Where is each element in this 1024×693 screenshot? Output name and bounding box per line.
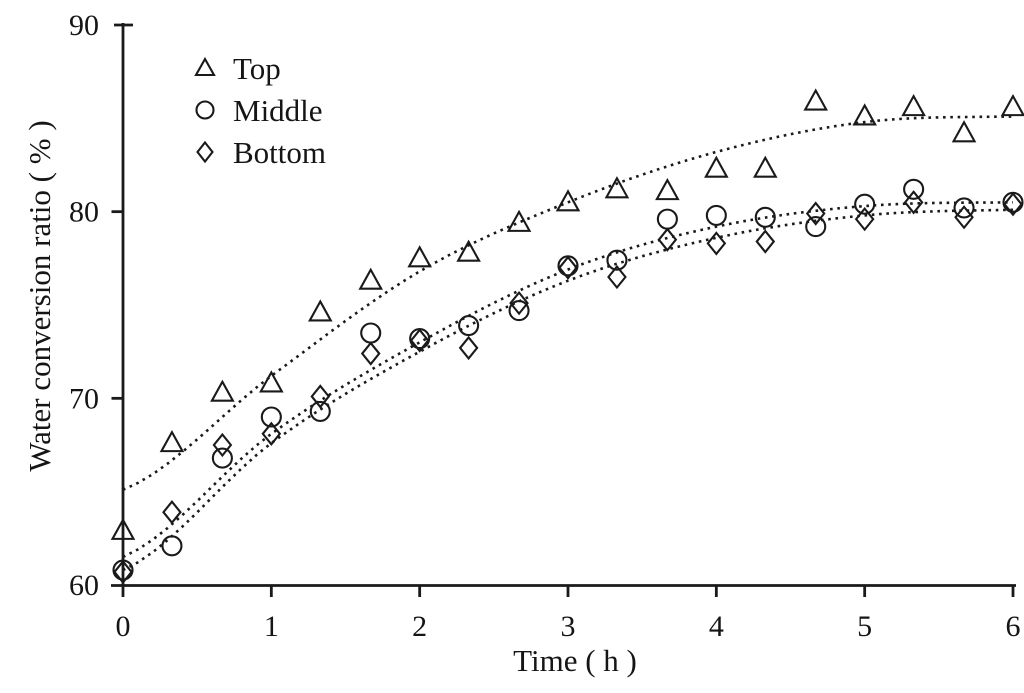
- data-point-top-triangle-icon: [407, 245, 432, 268]
- x-tick-label: 3: [561, 610, 576, 643]
- data-point-bottom-diamond-icon: [310, 384, 331, 409]
- x-tick-label: 1: [264, 610, 279, 643]
- data-point-bottom-diamond-icon: [509, 290, 529, 316]
- x-tick-label: 6: [1006, 610, 1021, 643]
- legend-middle-circle-icon: [195, 100, 215, 120]
- data-point-middle-circle-icon: [953, 197, 975, 219]
- trend-line-top: [122, 115, 1014, 491]
- trend-layer: [122, 115, 1014, 572]
- data-point-middle-circle-icon: [508, 300, 530, 322]
- data-point-top-triangle-icon: [901, 93, 926, 117]
- y-axis-title: Water conversion ratio ( % ): [22, 120, 57, 472]
- data-point-bottom-diamond-icon: [212, 432, 233, 458]
- data-point-top-triangle-icon: [210, 379, 235, 402]
- data-point-bottom-diamond-icon: [607, 264, 627, 290]
- x-axis-title: Time ( h ): [513, 643, 637, 678]
- x-tick-label: 4: [709, 610, 724, 643]
- y-tick-label: 60: [69, 569, 99, 602]
- data-point-middle-circle-icon: [360, 322, 382, 344]
- data-point-top-triangle-icon: [1000, 93, 1024, 117]
- data-point-middle-circle-icon: [161, 535, 183, 557]
- y-tick-label: 80: [69, 196, 99, 229]
- data-point-bottom-diamond-icon: [558, 255, 578, 280]
- x-tick-label: 5: [857, 610, 872, 643]
- data-point-bottom-diamond-icon: [954, 205, 974, 230]
- y-tick-label: 70: [69, 382, 99, 415]
- data-point-middle-circle-icon: [606, 249, 628, 271]
- data-point-top-triangle-icon: [655, 177, 680, 201]
- data-point-middle-circle-icon: [903, 178, 925, 200]
- marker-layer: [110, 88, 1024, 585]
- data-point-top-triangle-icon: [308, 299, 333, 322]
- data-point-middle-circle-icon: [854, 193, 876, 215]
- data-point-bottom-diamond-icon: [903, 190, 924, 215]
- data-point-top-triangle-icon: [358, 267, 383, 290]
- data-point-bottom-diamond-icon: [706, 231, 727, 256]
- data-point-bottom-diamond-icon: [261, 421, 282, 446]
- data-point-middle-circle-icon: [805, 216, 827, 238]
- data-point-middle-circle-icon: [458, 314, 480, 337]
- data-point-bottom-diamond-icon: [854, 206, 875, 232]
- trend-line-bottom: [122, 208, 1014, 572]
- legend-top-triangle-icon: [194, 56, 216, 77]
- data-point-bottom-diamond-icon: [657, 227, 678, 252]
- data-point-top-triangle-icon: [803, 88, 828, 111]
- data-point-top-triangle-icon: [456, 239, 481, 262]
- data-point-middle-circle-icon: [260, 406, 282, 428]
- data-point-bottom-diamond-icon: [805, 201, 826, 226]
- data-point-top-triangle-icon: [604, 176, 630, 199]
- data-point-bottom-diamond-icon: [755, 229, 776, 254]
- data-point-top-triangle-icon: [259, 370, 284, 393]
- axes-layer: [111, 23, 1016, 597]
- legend-bottom-diamond-icon: [196, 140, 214, 164]
- data-point-top-triangle-icon: [753, 155, 778, 178]
- data-point-top-triangle-icon: [110, 517, 136, 540]
- data-point-bottom-diamond-icon: [409, 328, 430, 353]
- data-point-top-triangle-icon: [704, 155, 729, 178]
- legend: Top Middle Bottom: [194, 51, 326, 170]
- data-point-top-triangle-icon: [555, 189, 581, 212]
- legend-label-middle: Middle: [233, 93, 323, 128]
- trend-line-middle: [122, 201, 1014, 559]
- data-point-bottom-diamond-icon: [1003, 192, 1023, 217]
- x-tick-label: 2: [412, 610, 427, 643]
- data-point-middle-circle-icon: [211, 447, 233, 469]
- data-point-top-triangle-icon: [159, 429, 185, 453]
- data-point-bottom-diamond-icon: [113, 559, 133, 585]
- legend-label-top: Top: [233, 51, 281, 86]
- x-tick-label: 0: [116, 610, 131, 643]
- data-point-bottom-diamond-icon: [360, 341, 381, 366]
- legend-label-bottom: Bottom: [233, 135, 326, 170]
- data-point-middle-circle-icon: [309, 400, 331, 422]
- y-tick-label: 90: [69, 9, 99, 42]
- data-point-top-triangle-icon: [506, 209, 532, 232]
- data-point-top-triangle-icon: [951, 120, 977, 143]
- data-point-middle-circle-icon: [705, 204, 727, 226]
- data-point-bottom-diamond-icon: [458, 335, 479, 361]
- data-point-top-triangle-icon: [852, 103, 877, 126]
- tick-label-layer: 60 70 80 90 0 1 2 3 4 5 6: [69, 9, 1021, 643]
- data-point-middle-circle-icon: [656, 208, 678, 230]
- data-point-bottom-diamond-icon: [162, 500, 182, 525]
- data-point-middle-circle-icon: [754, 206, 776, 228]
